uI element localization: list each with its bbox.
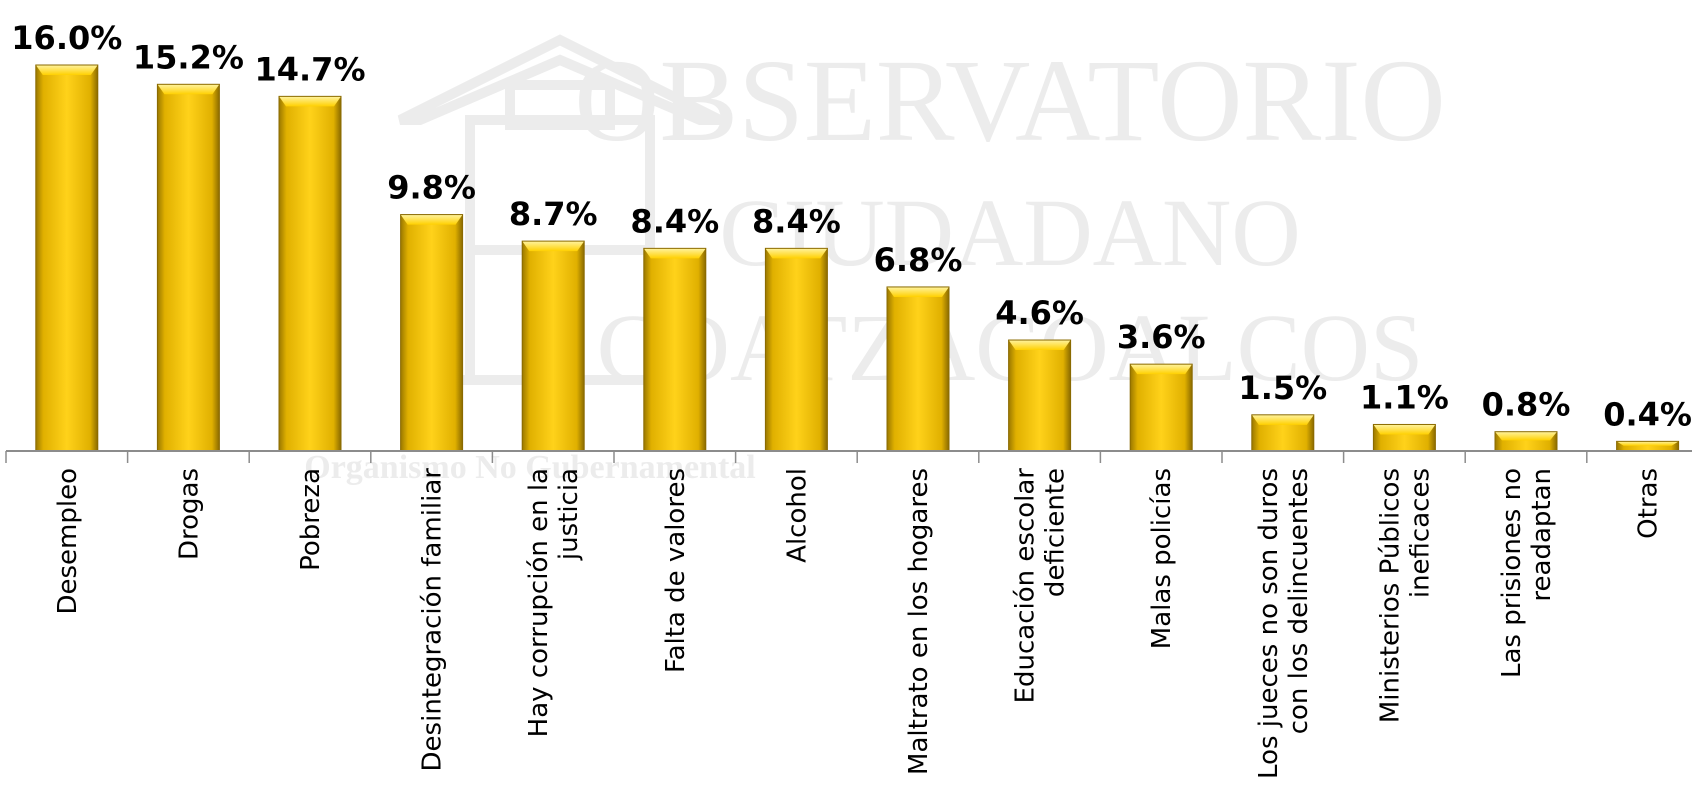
bars-group xyxy=(35,64,1680,452)
bar-3 xyxy=(278,95,342,452)
bar-cap xyxy=(1616,441,1679,446)
bar-cap xyxy=(1373,424,1436,435)
bar-8 xyxy=(886,286,950,452)
category-label: Las prisiones noreadaptan xyxy=(1497,468,1557,678)
value-label: 1.5% xyxy=(1238,369,1327,407)
value-label: 0.8% xyxy=(1482,386,1571,424)
category-label-line: Educación escolar xyxy=(1011,468,1041,704)
value-labels-group: 16.0% 15.2% 14.7% 9.8% 8.7% 8.4% 8.4% 6.8% 4.6% 3… xyxy=(11,19,1692,433)
category-label-line: Otras xyxy=(1634,468,1664,539)
bar-5 xyxy=(521,240,585,452)
value-label: 8.4% xyxy=(630,202,719,240)
value-label: 15.2% xyxy=(133,38,244,76)
category-label-line: Desempleo xyxy=(53,468,83,615)
bar-12 xyxy=(1372,423,1436,452)
bar-cap xyxy=(1008,340,1071,351)
category-labels-group: Desempleo Drogas Pobreza Desintegración fam… xyxy=(53,468,1664,779)
value-label: 9.8% xyxy=(387,169,476,207)
value-label: 14.7% xyxy=(254,50,365,88)
bar-13 xyxy=(1494,431,1558,452)
category-label: Malas policías xyxy=(1147,468,1177,649)
category-label: Pobreza xyxy=(296,468,326,571)
watermark-subtitle: Organismo No Gubernamental xyxy=(304,449,755,486)
value-label: 1.1% xyxy=(1360,378,1449,416)
bar-9 xyxy=(1008,339,1072,452)
category-label: Los jueces no son duroscon los delincuen… xyxy=(1254,468,1314,779)
category-label-line: Drogas xyxy=(174,468,204,560)
bar-cap xyxy=(1251,414,1314,425)
bar-body xyxy=(400,214,463,451)
category-label: Alcohol xyxy=(782,468,812,563)
bar-2 xyxy=(156,83,220,452)
bar-cap xyxy=(1130,364,1193,375)
bar-body xyxy=(157,84,220,452)
bar-6 xyxy=(643,247,707,452)
category-label-line: Alcohol xyxy=(782,468,812,563)
category-label-line: Desintegración familiar xyxy=(418,468,448,772)
category-label-line: Maltrato en los hogares xyxy=(904,468,934,775)
category-label-line: Hay corrupción en la xyxy=(524,468,554,737)
bar-cap xyxy=(522,241,585,252)
bar-cap xyxy=(157,84,220,95)
value-label: 8.7% xyxy=(509,195,598,233)
category-label: Educación escolardeficiente xyxy=(1011,468,1071,704)
category-label-line: deficiente xyxy=(1041,468,1071,597)
value-label: 4.6% xyxy=(995,294,1084,332)
bar-4 xyxy=(400,214,464,452)
category-label: Drogas xyxy=(174,468,204,560)
category-label-line: Falta de valores xyxy=(661,468,691,673)
category-label-line: ineficaces xyxy=(1405,468,1435,598)
category-label-line: readaptan xyxy=(1527,468,1557,602)
x-axis xyxy=(5,450,1692,463)
category-label-line: justicia xyxy=(554,468,584,561)
bar-cap xyxy=(1495,431,1557,441)
category-label-line: con los delincuentes xyxy=(1284,468,1314,734)
category-label-line: Las prisiones no xyxy=(1497,468,1527,678)
bar-7 xyxy=(764,247,828,452)
bar-cap xyxy=(887,286,949,297)
bar-1 xyxy=(35,64,99,452)
category-label-line: Pobreza xyxy=(296,468,326,571)
bar-body xyxy=(279,96,341,452)
category-label: Falta de valores xyxy=(661,468,691,673)
category-label: Desintegración familiar xyxy=(418,468,448,772)
category-label: Desempleo xyxy=(53,468,83,615)
category-label: Maltrato en los hogares xyxy=(904,468,934,775)
category-label-line: Ministerios Públicos xyxy=(1375,468,1405,723)
watermark-line1: OBSERVATORIO xyxy=(574,35,1445,166)
bar-body xyxy=(887,286,949,451)
bar-body xyxy=(35,65,98,451)
value-label: 0.4% xyxy=(1603,395,1692,433)
bar-body xyxy=(643,248,706,451)
bar-cap xyxy=(279,96,341,107)
category-label-line: Malas policías xyxy=(1147,468,1177,649)
bar-10 xyxy=(1129,363,1193,452)
value-label: 16.0% xyxy=(11,19,122,57)
bar-body xyxy=(1130,364,1193,451)
category-label-line: Los jueces no son duros xyxy=(1254,468,1284,779)
bar-11 xyxy=(1251,414,1315,452)
value-label: 8.4% xyxy=(752,202,841,240)
category-label: Ministerios Públicosineficaces xyxy=(1375,468,1435,723)
value-label: 6.8% xyxy=(874,241,963,279)
bar-body xyxy=(1616,441,1679,451)
bar-cap xyxy=(35,65,98,75)
bar-cap xyxy=(643,248,706,259)
category-label: Otras xyxy=(1634,468,1664,539)
value-label: 3.6% xyxy=(1117,318,1206,356)
bar-14 xyxy=(1616,440,1680,452)
bar-cap xyxy=(400,214,463,225)
category-label: Hay corrupción en lajusticia xyxy=(524,468,584,737)
bar-body xyxy=(1008,340,1071,451)
bar-body xyxy=(522,241,585,451)
bar-body xyxy=(765,248,828,451)
bar-cap xyxy=(765,248,828,259)
